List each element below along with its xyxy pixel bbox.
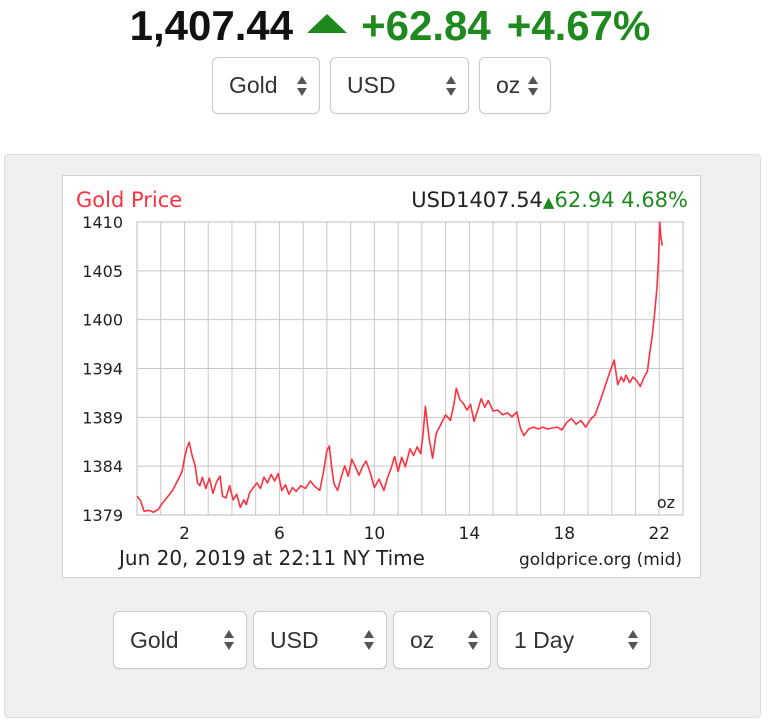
x-tick-label: 6 [274,524,285,544]
currency-select-bottom-value: USD [270,626,319,653]
select-arrows-icon [468,629,478,651]
select-arrows-icon [628,629,638,651]
x-tick-label: 22 [648,524,670,544]
y-tick-label: 1405 [82,262,123,281]
metal-select-bottom-value: Gold [130,626,179,653]
chart-change: 62.94 [554,188,614,212]
price-change-percent: +4.67% [506,2,651,49]
select-arrows-icon [364,629,374,651]
y-tick-label: 1389 [82,408,123,427]
up-arrow-icon [307,14,348,34]
select-arrows-icon [446,75,456,97]
select-arrows-icon [224,629,234,651]
currency-select-bottom[interactable]: USD [253,611,387,669]
y-axis-ticks: 1410 1405 1400 1394 1389 1384 1379 [82,213,123,525]
metal-select-top[interactable]: Gold [212,57,320,114]
x-axis-ticks: 2 6 10 14 18 22 [179,524,670,544]
unit-select-bottom[interactable]: oz [393,611,491,669]
unit-select-top-value: oz [496,72,521,98]
range-select-bottom[interactable]: 1 Day [497,611,651,669]
chart-svg: Gold Price USD1407.54▲62.94 4.68% 141014… [76,188,688,570]
x-tick-label: 10 [364,524,386,544]
chart-grid [137,221,683,516]
metal-select-top-value: Gold [229,72,278,98]
chart-up-arrow-icon: ▲ [543,193,555,211]
x-tick-label: 18 [553,524,575,544]
currency-select-top-value: USD [347,72,396,98]
price-change: +62.84 [361,2,491,49]
gold-price-series-line [136,221,664,513]
price-ticker: 1,407.44 +62.84 +4.67% [0,2,780,50]
chart-price-summary: USD1407.54▲62.94 4.68% [411,188,688,212]
current-price: 1,407.44 [129,2,294,49]
chart-title: Gold Price [76,188,182,212]
chart-change-percent: 4.68% [621,188,688,212]
select-arrows-icon [528,75,538,97]
x-tick-label: 14 [459,524,481,544]
range-select-bottom-value: 1 Day [514,626,575,653]
x-tick-label: 2 [179,524,190,544]
currency-select-top[interactable]: USD [330,57,469,114]
chart-source: goldprice.org (mid) [519,550,682,570]
y-tick-label: 1379 [82,506,123,525]
select-arrows-icon [297,75,307,97]
unit-select-top[interactable]: oz [479,57,551,114]
chart-price: 1407.54 [456,188,543,212]
y-tick-label: 1400 [82,311,123,330]
gold-price-chart: Gold Price USD1407.54▲62.94 4.68% 1410 14… [62,175,701,578]
chart-timestamp: Jun 20, 2019 at 22:11 NY Time [117,546,425,570]
metal-select-bottom[interactable]: Gold [113,611,247,669]
chart-currency: USD [411,188,456,212]
y-tick-label: 1410 [82,213,123,232]
unit-label: oz [657,493,675,512]
plot-frame [136,221,684,516]
unit-select-bottom-value: oz [410,626,435,653]
y-tick-label: 1384 [82,457,123,476]
y-tick-label: 1394 [82,360,123,379]
